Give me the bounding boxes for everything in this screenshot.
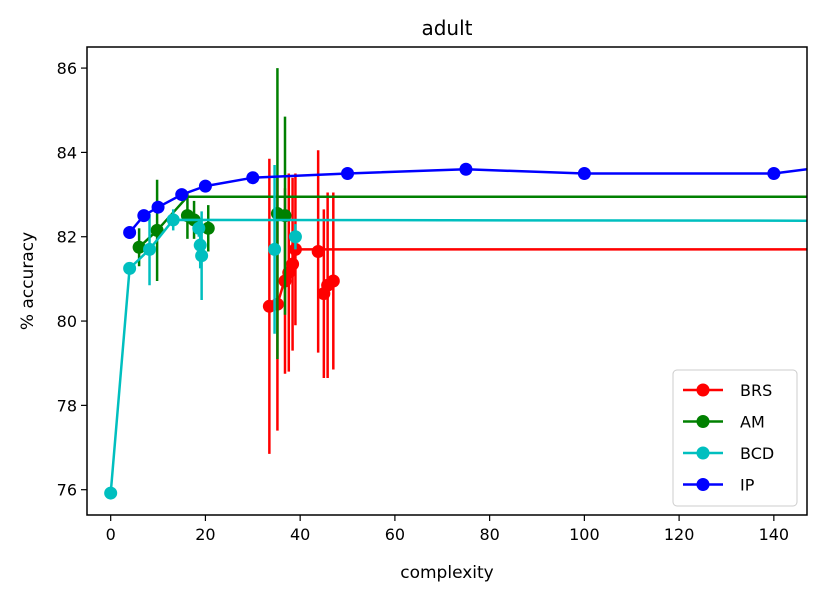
legend-label-brs: BRS [740, 381, 772, 400]
x-tick-label-140: 140 [759, 525, 790, 544]
legend-marker-bcd [696, 446, 710, 460]
point-ip-2 [151, 200, 165, 214]
point-bcd-8 [288, 230, 302, 244]
series-line-brs [269, 248, 807, 306]
point-bcd-0 [104, 486, 118, 500]
x-tick-label-60: 60 [385, 525, 405, 544]
legend-label-bcd: BCD [740, 444, 774, 463]
legend-marker-ip [696, 478, 710, 491]
point-brs-6 [311, 244, 325, 258]
point-bcd-2 [143, 242, 157, 256]
y-tick-label-86: 86 [57, 59, 77, 78]
legend-label-am: AM [740, 413, 765, 432]
x-tick-label-0: 0 [106, 525, 116, 544]
y-tick-label-82: 82 [57, 228, 77, 247]
plot-area [104, 68, 807, 500]
y-tick-label-80: 80 [57, 312, 77, 331]
point-ip-1 [137, 209, 151, 223]
point-bcd-6 [195, 249, 209, 263]
x-axis-label: complexity [400, 563, 494, 583]
legend-item-ip: IP [683, 476, 755, 495]
x-tick-label-120: 120 [664, 525, 695, 544]
x-tick-label-20: 20 [195, 525, 215, 544]
chart-title: adult [421, 16, 472, 40]
x-tick-label-80: 80 [479, 525, 499, 544]
legend-label-ip: IP [740, 476, 755, 495]
legend-item-bcd: BCD [683, 444, 774, 463]
x-axis: 0 20 40 60 80 100 120 140 [106, 515, 790, 544]
legend: BRS AM BCD IP [672, 369, 798, 507]
y-axis-label: % accuracy [18, 232, 38, 330]
legend-item-am: AM [683, 413, 765, 432]
point-ip-6 [341, 166, 355, 180]
point-bcd-4 [192, 221, 206, 235]
point-bcd-1 [123, 261, 137, 275]
point-ip-3 [175, 188, 189, 202]
point-ip-9 [767, 166, 781, 180]
y-tick-label-76: 76 [57, 481, 77, 500]
axes-frame [86, 46, 808, 516]
point-am-4 [201, 221, 215, 235]
point-ip-4 [198, 179, 212, 193]
legend-marker-am [696, 415, 710, 428]
y-axis: 76 78 80 82 84 86 [57, 59, 87, 500]
y-tick-label-84: 84 [57, 143, 77, 162]
series-bcd [104, 165, 807, 500]
legend-marker-brs [696, 383, 710, 397]
point-ip-7 [459, 162, 473, 176]
point-am-1 [150, 223, 164, 237]
series-ip [123, 162, 807, 240]
point-ip-5 [246, 171, 260, 185]
x-tick-label-40: 40 [290, 525, 310, 544]
point-ip-8 [577, 166, 591, 180]
series-line-ip [128, 168, 807, 234]
point-brs-4 [286, 257, 300, 271]
point-bcd-7 [268, 242, 282, 256]
point-brs-9 [326, 274, 340, 288]
point-bcd-5 [193, 238, 207, 252]
point-bcd-3 [166, 213, 180, 227]
series-line-am [138, 195, 807, 249]
point-am-0 [132, 240, 146, 254]
legend-box [672, 369, 798, 507]
legend-item-brs: BRS [683, 381, 772, 400]
series-am [132, 68, 807, 359]
y-tick-label-78: 78 [57, 396, 77, 415]
x-tick-label-100: 100 [569, 525, 600, 544]
point-ip-0 [123, 226, 137, 240]
